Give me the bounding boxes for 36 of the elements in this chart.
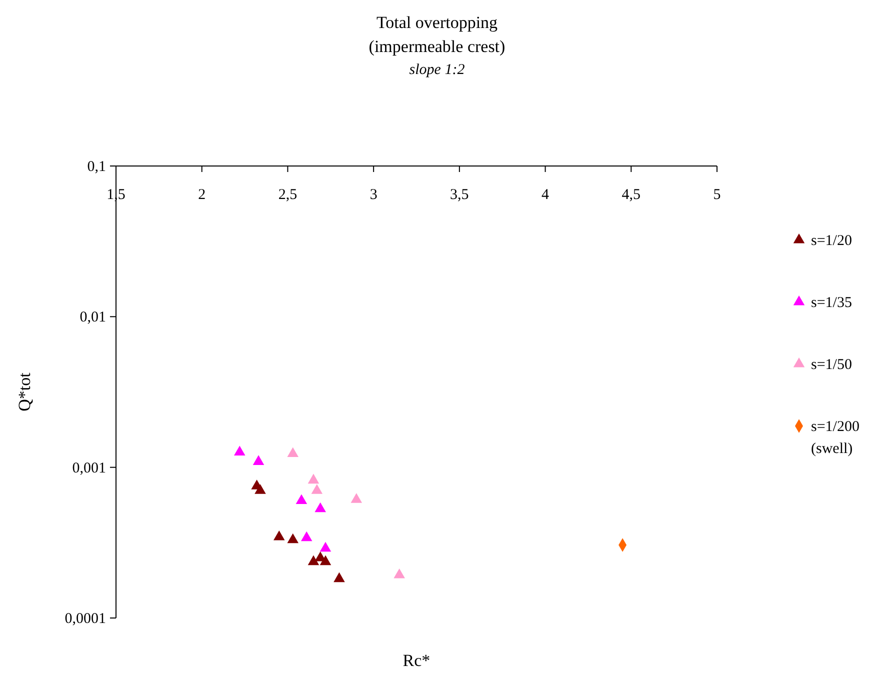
point [234,446,246,456]
x-tick-label: 3,5 [450,187,469,203]
chart-subtitle: slope 1:2 [409,62,466,78]
x-tick-label: 5 [713,187,721,203]
x-tick-label: 2,5 [278,187,298,203]
point [320,542,332,552]
point [296,494,308,504]
y-axis-title: Q*tot [15,372,34,412]
point [311,484,323,494]
point [308,474,320,484]
legend-label: s=1/50 [811,357,852,373]
x-tick-label: 4,5 [622,187,641,203]
point [287,447,298,458]
chart-title: Total overtopping (impermeable crest) [368,13,506,56]
legend-label: s=1/200 (swell) [811,419,860,457]
legend-label: s=1/20 [811,233,852,249]
point [320,555,332,566]
point [308,555,320,566]
legend-label: s=1/35 [811,295,852,311]
y-tick-label: 0,01 [80,310,106,326]
point [300,531,312,542]
point [314,502,326,512]
point [394,568,405,578]
x-tick-label: 4 [542,187,550,203]
point [350,493,362,503]
x-axis-title: Rc* [402,651,430,670]
point [287,533,298,544]
x-tick-label: 2 [198,187,206,203]
x-tick-label: 3 [370,187,378,203]
point [252,455,264,465]
point [334,572,345,582]
point [273,530,285,540]
point [254,484,266,494]
y-tick-label: 0,0001 [64,611,106,627]
y-tick-label: 0,001 [72,460,106,476]
y-tick-label: 0,1 [87,159,106,175]
